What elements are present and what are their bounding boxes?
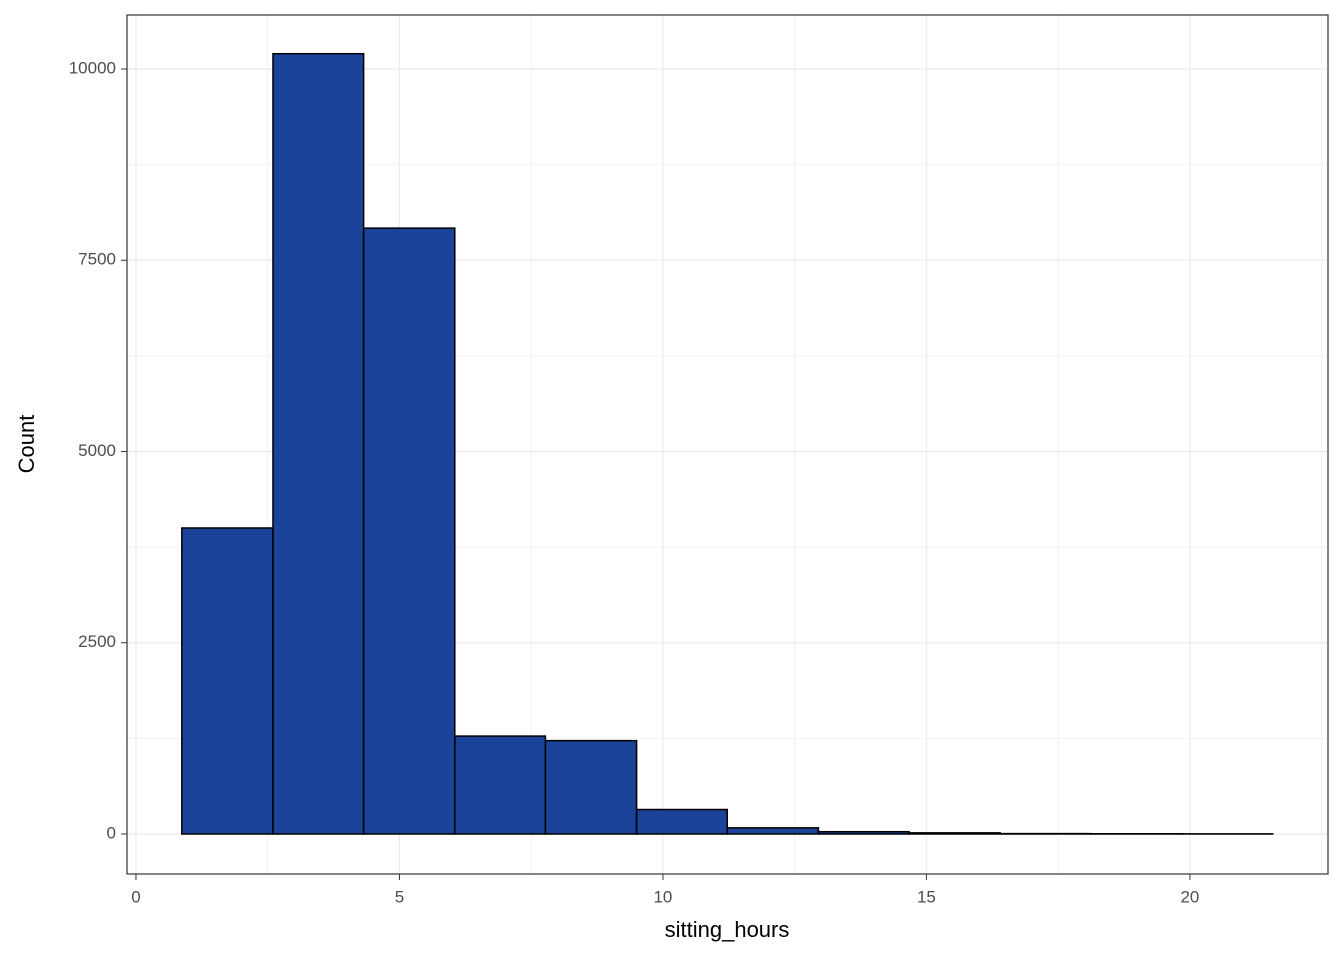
x-tick-label: 10 [653, 887, 672, 906]
bar [362, 227, 456, 835]
x-tick-label: 5 [395, 887, 404, 906]
x-tick-label: 20 [1180, 887, 1199, 906]
y-tick-label: 2500 [78, 632, 116, 651]
x-tick-label: 15 [917, 887, 936, 906]
y-tick-label: 5000 [78, 441, 116, 460]
bar [181, 527, 274, 835]
y-tick-label: 0 [107, 823, 116, 842]
bar [726, 827, 820, 835]
bar [635, 808, 728, 835]
y-tick-label: 7500 [78, 250, 116, 269]
y-axis-title: Count [14, 415, 39, 474]
plot-border [126, 14, 1329, 875]
bar [544, 739, 638, 835]
x-tick-label: 0 [131, 887, 140, 906]
bar [272, 52, 365, 835]
bar [817, 830, 910, 835]
x-axis-title: sitting_hours [665, 917, 790, 942]
bar [908, 832, 1001, 835]
y-tick-label: 10000 [69, 58, 116, 77]
bar [454, 735, 547, 835]
